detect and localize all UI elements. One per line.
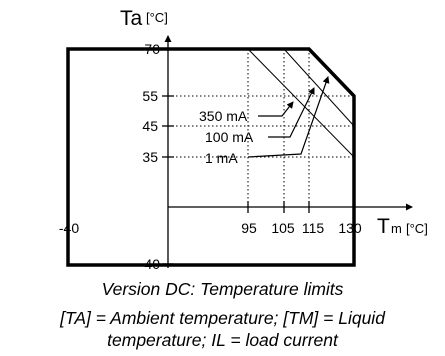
derating-label-350ma: 350 mA xyxy=(199,108,248,124)
caption-definitions: [TA] = Ambient temperature; [TM] = Liqui… xyxy=(60,308,385,328)
leader-100ma xyxy=(268,87,315,138)
x-axis-subscript: m xyxy=(391,221,402,236)
caption-title: Version DC: Temperature limits xyxy=(101,279,344,299)
x-tick-label-minus40: -40 xyxy=(59,220,79,236)
derating-label-1ma: 1 mA xyxy=(205,150,238,166)
x-ticks xyxy=(67,201,355,213)
operating-region-boundary xyxy=(66,47,356,267)
x-axis-unit: [°C] xyxy=(406,221,428,236)
caption-definitions-continued: temperature; IL = load current xyxy=(107,330,338,350)
y-tick-label-45: 45 xyxy=(142,118,158,134)
y-tick-label-70: 70 xyxy=(144,41,160,57)
x-tick-label-130: 130 xyxy=(338,220,362,236)
x-tick-label-95: 95 xyxy=(241,220,257,236)
derating-line-100ma xyxy=(283,48,355,127)
y-tick-label-35: 35 xyxy=(142,149,158,165)
leader-1ma xyxy=(247,76,330,158)
y-tick-label-55: 55 xyxy=(142,88,158,104)
x-tick-label-105: 105 xyxy=(271,220,295,236)
y-tick-label-minus40: -40 xyxy=(140,256,160,270)
temperature-limits-diagram: 70 55 45 35 -40 -40 95 105 115 130 Ta [°… xyxy=(59,7,428,270)
label-leaders xyxy=(247,76,330,158)
x-axis-symbol: T xyxy=(377,215,390,238)
derating-label-100ma: 100 mA xyxy=(205,129,254,145)
y-axis-symbol: Ta xyxy=(120,7,143,30)
y-ticks xyxy=(162,48,174,265)
x-tick-label-115: 115 xyxy=(302,220,325,236)
y-axis-unit: [°C] xyxy=(146,10,168,25)
derating-line-350ma xyxy=(247,48,355,158)
derating-lines xyxy=(247,48,355,158)
reference-grid xyxy=(168,49,354,207)
leader-350ma xyxy=(258,101,294,117)
